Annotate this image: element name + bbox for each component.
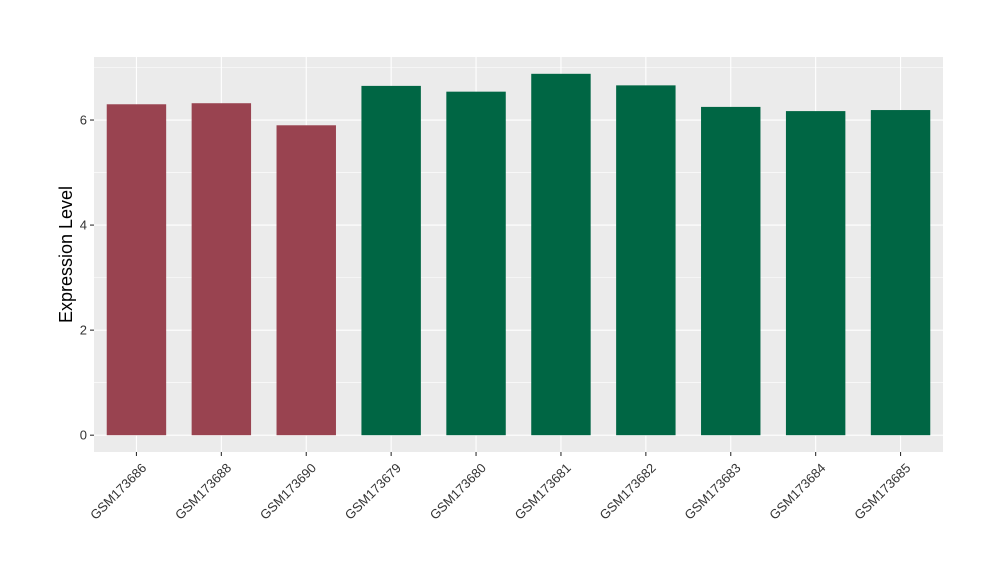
x-axis: GSM173686 GSM173688 GSM173690 GSM173679 GSM1… bbox=[87, 452, 913, 523]
x-tick-label: GSM173683 bbox=[681, 460, 743, 522]
x-tick-label: GSM173681 bbox=[512, 460, 574, 522]
bar-GSM173680 bbox=[446, 91, 506, 436]
y-axis: 0 2 4 6 bbox=[80, 113, 94, 443]
y-axis-title: Expression Level bbox=[56, 186, 76, 323]
bar-GSM173679 bbox=[361, 85, 421, 436]
y-tick-label: 6 bbox=[80, 113, 87, 128]
x-tick-label: GSM173680 bbox=[427, 460, 489, 522]
x-tick-label: GSM173684 bbox=[766, 460, 828, 522]
bar-GSM173690 bbox=[276, 125, 336, 436]
y-tick-label: 2 bbox=[80, 323, 87, 338]
bars bbox=[106, 73, 931, 436]
y-tick-label: 4 bbox=[80, 218, 87, 233]
x-tick-label: GSM173682 bbox=[597, 460, 659, 522]
x-tick-label: GSM173685 bbox=[851, 460, 913, 522]
bar-GSM173686 bbox=[106, 104, 167, 436]
x-tick-label: GSM173688 bbox=[172, 460, 234, 522]
bar-GSM173684 bbox=[785, 111, 846, 436]
bar-GSM173681 bbox=[531, 73, 591, 436]
x-tick-label: GSM173690 bbox=[257, 460, 319, 522]
bar-GSM173682 bbox=[616, 85, 676, 436]
bar-GSM173683 bbox=[701, 106, 761, 436]
x-tick-label: GSM173686 bbox=[87, 460, 149, 522]
bar-GSM173688 bbox=[191, 103, 252, 436]
x-tick-label: GSM173679 bbox=[342, 460, 404, 522]
y-tick-label: 0 bbox=[80, 428, 87, 443]
bar-GSM173685 bbox=[870, 110, 931, 436]
